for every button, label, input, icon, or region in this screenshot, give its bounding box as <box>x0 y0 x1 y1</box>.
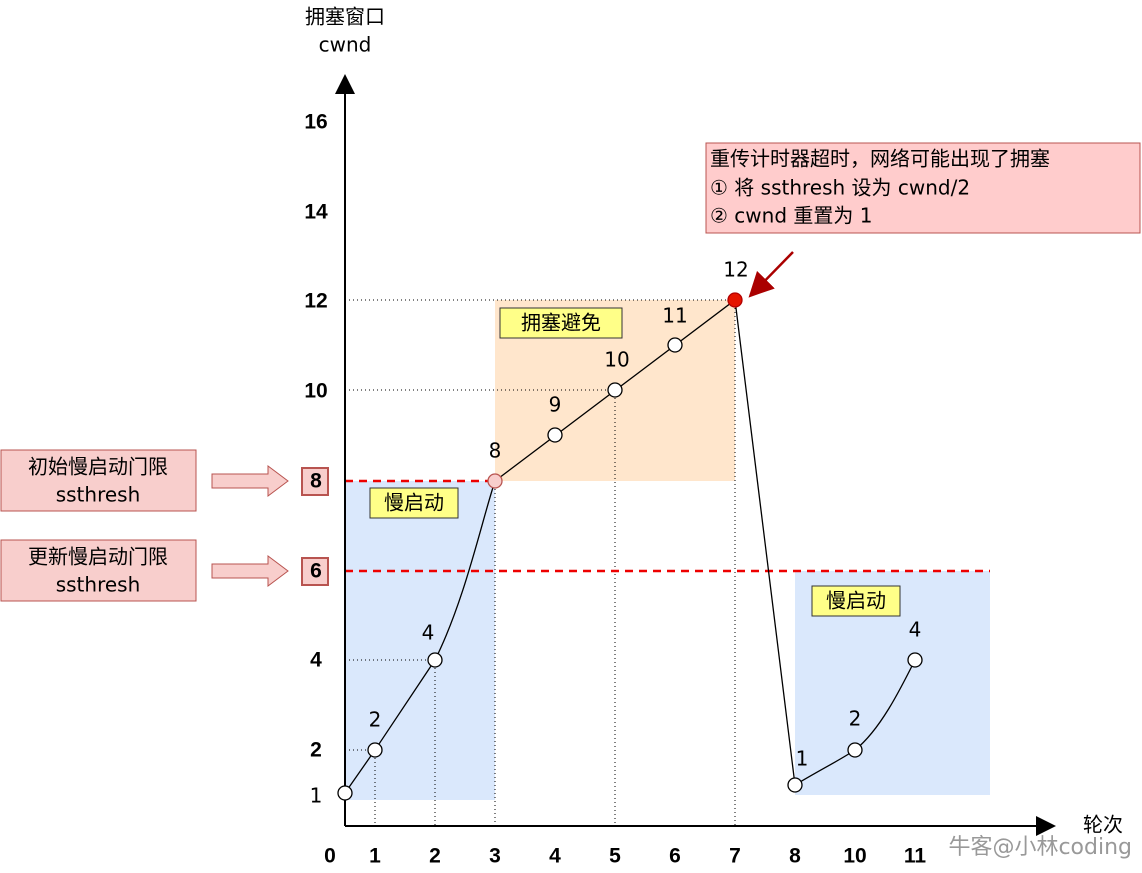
x-tick-label: 6 <box>669 845 681 868</box>
point-label: 2 <box>369 708 382 732</box>
arrow <box>211 465 289 497</box>
callout-text: ssthresh <box>56 573 141 597</box>
arrow <box>748 251 794 298</box>
watermark: 牛客@小林coding <box>948 835 1132 860</box>
callout-text: 初始慢启动门限 <box>28 455 168 479</box>
region-label-box <box>499 307 623 339</box>
region-label-box <box>811 585 901 617</box>
cwnd-curve <box>344 298 916 794</box>
y-tick-label: 8 <box>310 470 322 493</box>
point-label: 4 <box>909 618 922 642</box>
y-tick-label: 6 <box>310 560 322 583</box>
callout-text: ① 将 ssthresh 设为 cwnd/2 <box>710 176 970 200</box>
data-point <box>367 742 383 758</box>
callout-box <box>705 142 1141 234</box>
x-tick-label: 3 <box>489 845 501 868</box>
region-label: 慢启动 <box>826 589 886 613</box>
y-tick-label: 16 <box>304 111 327 134</box>
x-title: 轮次 <box>1083 813 1123 837</box>
callout-box <box>0 539 197 602</box>
x-tick-label: 2 <box>429 845 441 868</box>
data-point <box>547 427 563 443</box>
point-label: 12 <box>723 258 748 282</box>
x-tick-label: 8 <box>789 845 801 868</box>
callout-text: 重传计时器超时，网络可能出现了拥塞 <box>710 147 1050 171</box>
callout-text: 更新慢启动门限 <box>28 545 168 569</box>
y-tick-label: 2 <box>310 739 322 762</box>
data-point <box>487 473 503 489</box>
point-label: 8 <box>489 439 502 463</box>
y-tick-label: 12 <box>304 290 327 313</box>
point-label: 4 <box>422 621 435 645</box>
data-point <box>847 742 863 758</box>
data-point <box>337 785 353 801</box>
region-label: 拥塞避免 <box>521 311 601 335</box>
x-tick-label: 11 <box>904 845 927 868</box>
region-label: 慢启动 <box>384 491 444 515</box>
guides <box>345 299 990 826</box>
data-point <box>727 292 743 308</box>
callout-text: ② cwnd 重置为 1 <box>710 204 872 228</box>
x-tick-label: 0 <box>324 845 336 868</box>
point-label: 10 <box>604 348 629 372</box>
point-label: 2 <box>849 707 862 731</box>
data-point <box>907 652 923 668</box>
callout-box <box>0 449 197 512</box>
point-label: 1 <box>796 747 809 771</box>
point-label: 11 <box>662 304 687 328</box>
arrow <box>211 555 289 587</box>
tick-box <box>301 467 329 496</box>
tick-box <box>301 557 329 586</box>
y-tick-label: 4 <box>310 649 322 672</box>
callout-text: ssthresh <box>56 483 141 507</box>
x-tick-label: 7 <box>729 845 741 868</box>
data-point <box>607 382 623 398</box>
region-label-box <box>369 487 459 519</box>
y-tick-label: 14 <box>304 201 328 224</box>
y-tick-label: 10 <box>304 380 327 403</box>
data-point <box>427 652 443 668</box>
x-tick-label: 4 <box>549 845 561 868</box>
x-tick-label: 5 <box>609 845 621 868</box>
x-tick-label: 1 <box>369 845 381 868</box>
data-point <box>667 337 683 353</box>
point-label: 9 <box>549 393 562 417</box>
region <box>345 481 495 800</box>
data-point <box>787 777 803 793</box>
y-tick-label: 1 <box>310 784 323 808</box>
y-title: 拥塞窗口 <box>305 5 385 29</box>
y-unit: cwnd <box>319 33 372 57</box>
x-tick-label: 10 <box>843 845 866 868</box>
